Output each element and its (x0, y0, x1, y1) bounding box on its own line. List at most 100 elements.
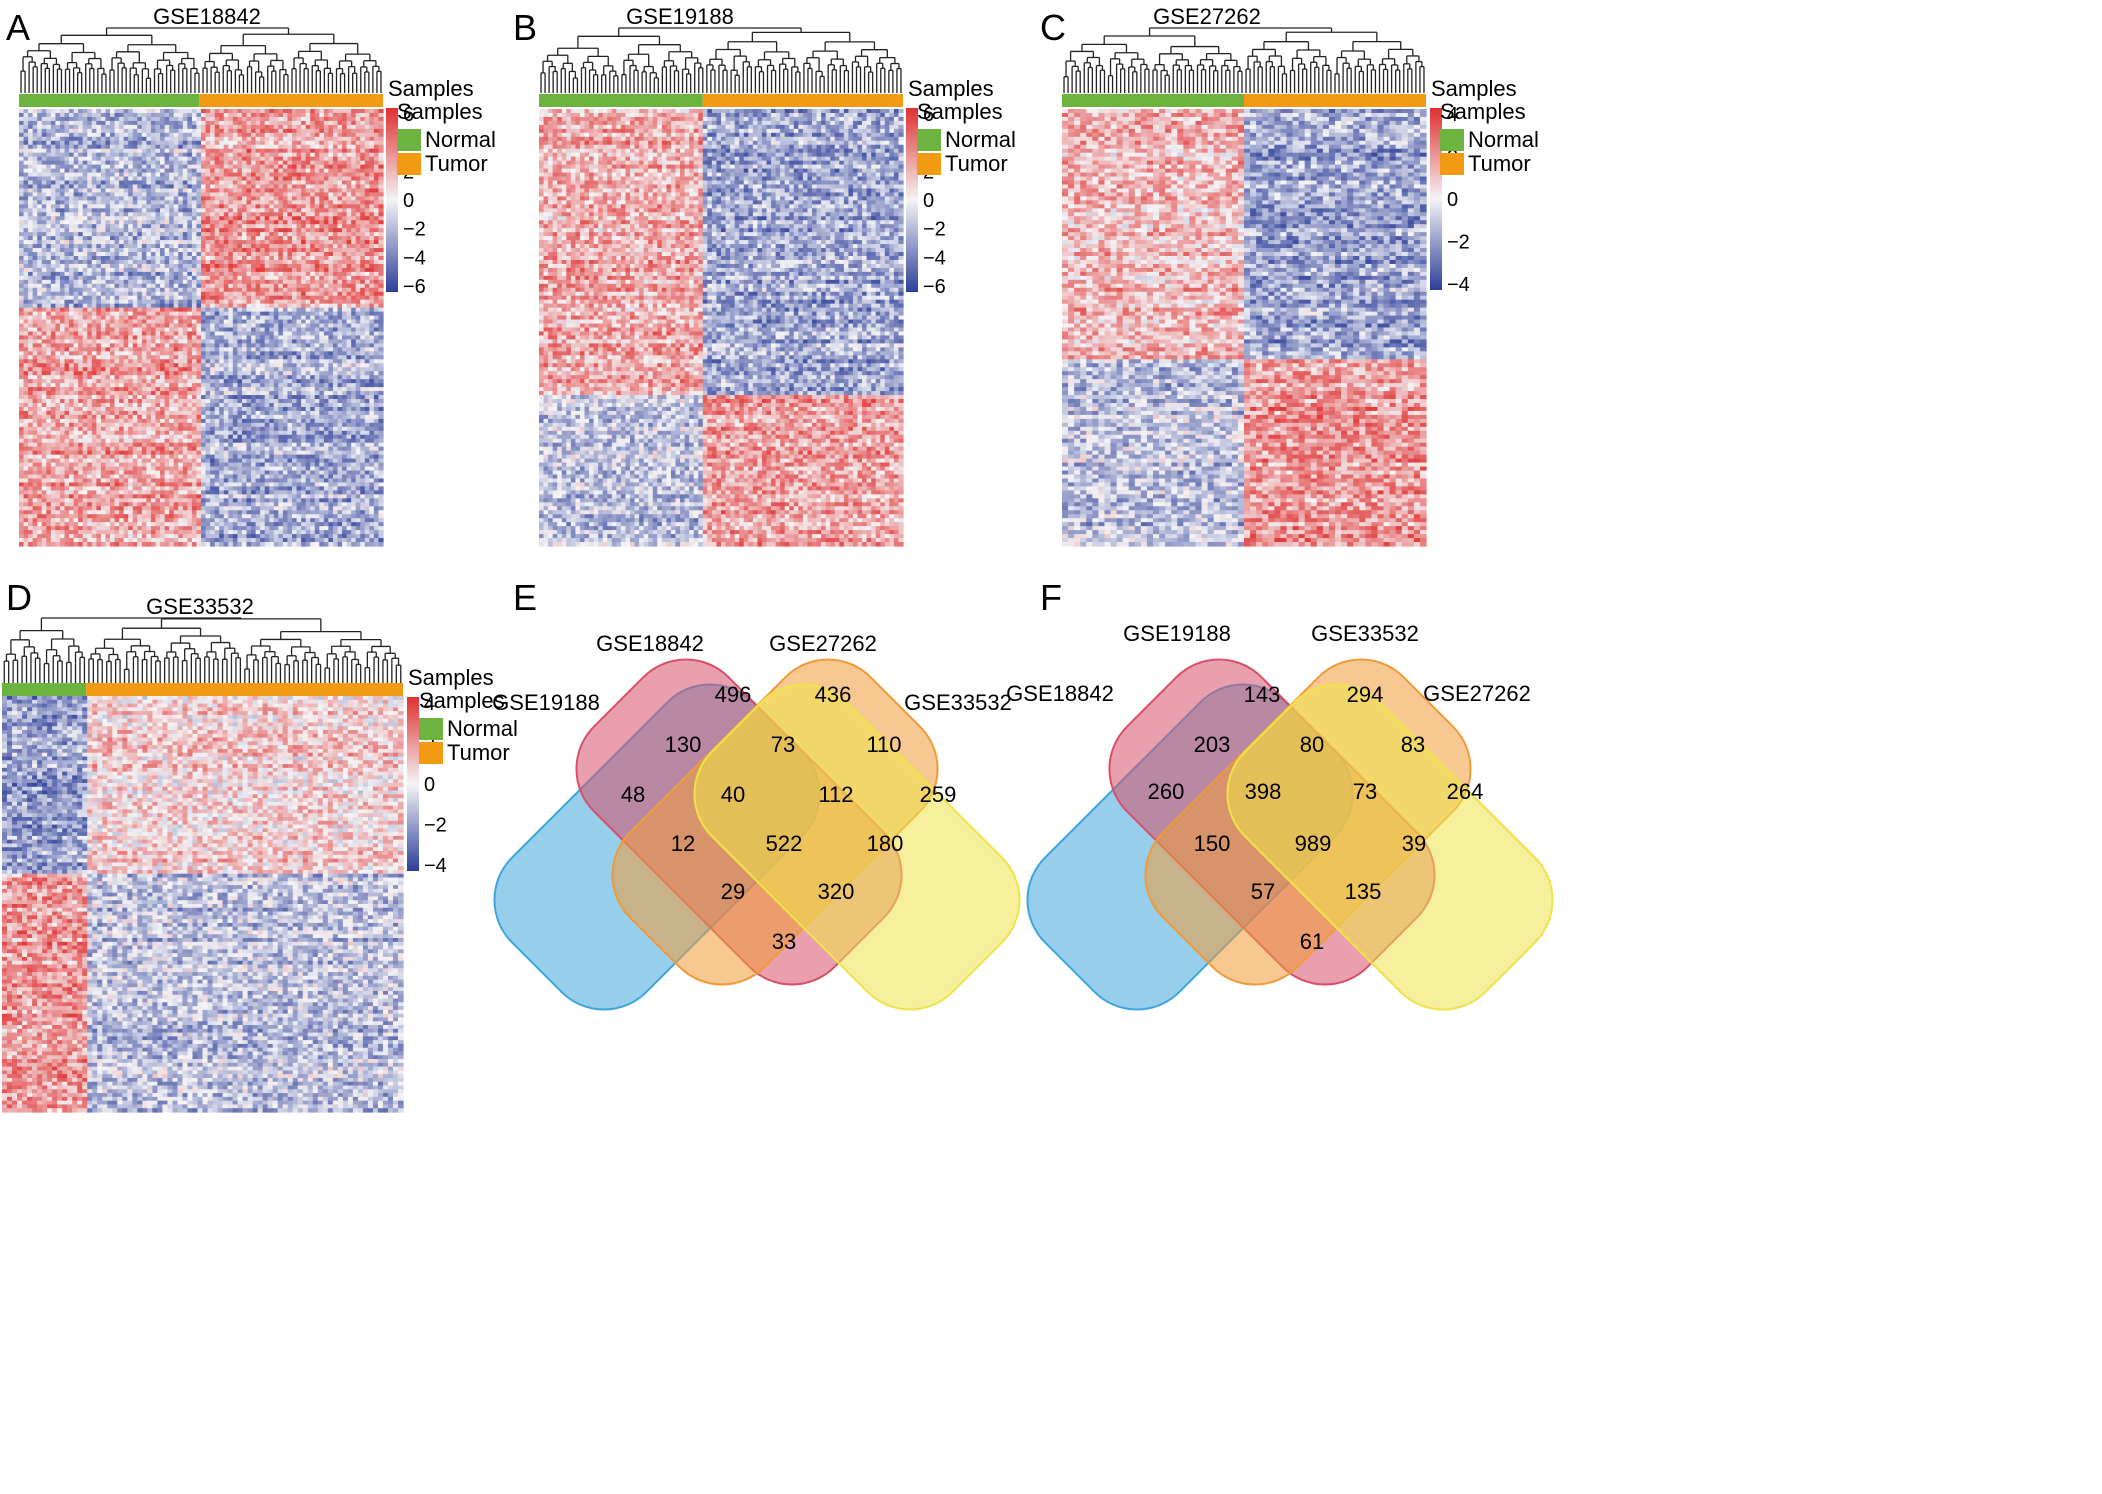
heatmap-cell (96, 141, 101, 146)
heatmap-cell (74, 145, 79, 150)
heatmap-cell (310, 129, 315, 134)
heatmap-cell (119, 125, 124, 130)
heatmap-cell (33, 133, 38, 138)
heatmap-cell (306, 137, 311, 142)
heatmap-cell (278, 133, 283, 138)
heatmap-cell (219, 141, 224, 146)
heatmap-cell (233, 121, 238, 126)
heatmap-cell (101, 141, 106, 146)
heatmap-cell (328, 117, 333, 122)
heatmap-cell (324, 109, 329, 114)
heatmap-cell (37, 109, 42, 114)
heatmap-cell (333, 113, 338, 118)
heatmap-cell (374, 145, 379, 150)
heatmap-cell (378, 137, 383, 142)
heatmap-cell (165, 137, 170, 142)
heatmap-cell (19, 149, 24, 154)
heatmap-cell (219, 145, 224, 150)
heatmap-cell (115, 109, 120, 114)
heatmap-cell (178, 145, 183, 150)
heatmap-cell (174, 109, 179, 114)
heatmap-cell (42, 121, 47, 126)
heatmap-cell (137, 121, 142, 126)
heatmap-cell (142, 109, 147, 114)
heatmap-cell (228, 141, 233, 146)
heatmap-cell (242, 129, 247, 134)
heatmap-cell (342, 137, 347, 142)
heatmap-cell (369, 121, 374, 126)
heatmap-cell (210, 113, 215, 118)
heatmap-cell (260, 141, 265, 146)
heatmap-cell (42, 117, 47, 122)
heatmap-cell (115, 129, 120, 134)
heatmap-cell (315, 129, 320, 134)
heatmap-cell (269, 137, 274, 142)
heatmap-cell (319, 145, 324, 150)
heatmap-cell (19, 141, 24, 146)
heatmap-cell (174, 129, 179, 134)
heatmap-cell (306, 109, 311, 114)
heatmap-cell (105, 129, 110, 134)
heatmap-cell (210, 109, 215, 114)
heatmap-cell (374, 117, 379, 122)
heatmap-cell (215, 113, 220, 118)
heatmap-cell (142, 121, 147, 126)
heatmap-cell (360, 109, 365, 114)
heatmap-cell (342, 109, 347, 114)
heatmap-cell (74, 141, 79, 146)
heatmap-cell (115, 133, 120, 138)
heatmap-cell (283, 141, 288, 146)
heatmap-cell (24, 133, 29, 138)
heatmap-cell (51, 109, 56, 114)
heatmap-cell (51, 125, 56, 130)
heatmap-cell (319, 125, 324, 130)
heatmap-cell (146, 129, 151, 134)
heatmap-cell (110, 109, 115, 114)
heatmap-cell (119, 109, 124, 114)
heatmap-cell (65, 113, 70, 118)
heatmap-cell (101, 113, 106, 118)
heatmap-cell (360, 141, 365, 146)
heatmap-cell (224, 121, 229, 126)
heatmap-cell (247, 129, 252, 134)
heatmap-cell (247, 145, 252, 150)
heatmap-cell (119, 117, 124, 122)
heatmap-cell (192, 145, 197, 150)
heatmap-cell (228, 113, 233, 118)
heatmap-cell (210, 129, 215, 134)
heatmap-cell (297, 145, 302, 150)
heatmap-cell (110, 133, 115, 138)
heatmap-cell (46, 129, 51, 134)
heatmap-cell (69, 141, 74, 146)
heatmap-cell (78, 133, 83, 138)
heatmap-cell (151, 133, 156, 138)
heatmap-cell (287, 129, 292, 134)
heatmap-cell (128, 141, 133, 146)
heatmap-cell (83, 117, 88, 122)
heatmap-cell (192, 133, 197, 138)
heatmap-cell (338, 113, 343, 118)
heatmap-cell (265, 117, 270, 122)
heatmap-cell (201, 141, 206, 146)
heatmap-cell (60, 149, 65, 154)
heatmap-cell (169, 109, 174, 114)
heatmap-cell (328, 141, 333, 146)
heatmap-cell (269, 125, 274, 130)
heatmap-cell (201, 109, 206, 114)
heatmap-cell (256, 117, 261, 122)
heatmap-cell (192, 121, 197, 126)
heatmap-cell (356, 113, 361, 118)
heatmap-cell (306, 145, 311, 150)
heatmap-cell (297, 117, 302, 122)
heatmap-cell (33, 145, 38, 150)
heatmap-cell (374, 125, 379, 130)
heatmap-cell (333, 133, 338, 138)
heatmap-cell (233, 145, 238, 150)
heatmap-cell (119, 133, 124, 138)
heatmap-cell (374, 137, 379, 142)
heatmap-cell (115, 117, 120, 122)
heatmap-cell (338, 145, 343, 150)
heatmap-cell (297, 109, 302, 114)
heatmap-cell (351, 121, 356, 126)
heatmap-cell (251, 133, 256, 138)
